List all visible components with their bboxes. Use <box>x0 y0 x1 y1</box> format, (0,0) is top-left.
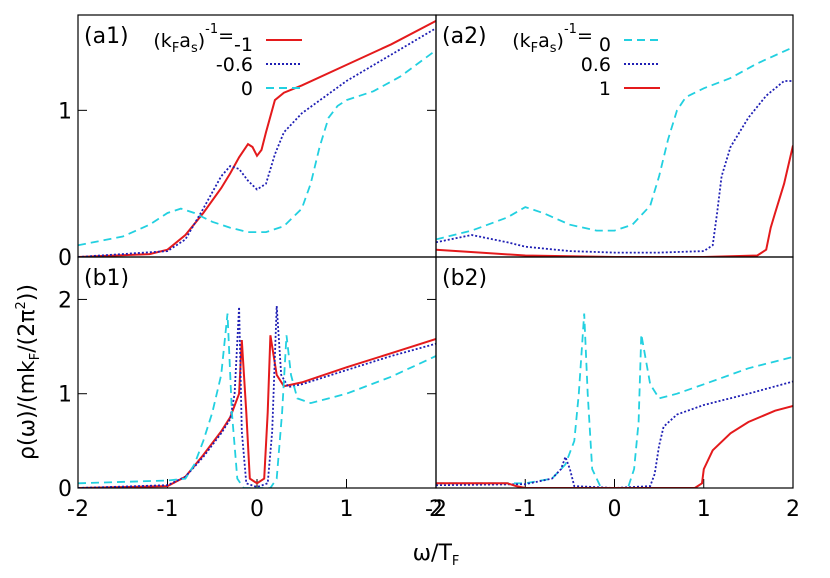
legend-label: (kFas)-1=-1 <box>153 22 253 56</box>
y-tick-label: 2 <box>58 288 72 313</box>
data-line <box>436 313 793 488</box>
data-line <box>78 49 436 247</box>
panel-label: (a2) <box>442 24 487 49</box>
legend-title-part: -1 <box>205 22 218 37</box>
legend-title-part: a <box>179 30 191 52</box>
legend-title-part: -1 <box>564 22 577 37</box>
legend-label: 1 <box>599 78 611 100</box>
panel-frame <box>77 14 437 258</box>
legend-label: (kFas)-1= 0 <box>512 22 611 56</box>
x-label-part: ω/T <box>413 541 453 566</box>
panel-frame <box>435 256 794 489</box>
data-line <box>78 305 436 488</box>
x-axis-label: ω/TF <box>413 541 460 569</box>
panel-label: (a1) <box>84 24 129 49</box>
data-line <box>436 145 793 257</box>
legend-name: 1 <box>599 78 611 100</box>
panel-label: (b2) <box>442 266 487 291</box>
y-label-part: F <box>28 353 43 360</box>
legend-title-part: (k <box>512 30 530 52</box>
data-line <box>78 335 436 488</box>
legend-title-part: a <box>538 30 550 52</box>
y-label-part: )) <box>15 284 40 301</box>
y-tick-label: 0 <box>58 246 72 271</box>
data-line <box>436 380 793 488</box>
legend-name: 0 <box>599 34 611 56</box>
panel-label: (b1) <box>84 266 129 291</box>
legend-name: 0.6 <box>581 54 611 76</box>
x-tick-label: -1 <box>157 497 179 522</box>
legend-label: 0 <box>241 78 253 100</box>
panel-frame <box>77 256 437 489</box>
x-tick-label: 0 <box>608 497 622 522</box>
y-tick-label: 0 <box>58 477 72 502</box>
legend-name: -1 <box>234 34 253 56</box>
x-tick-label: 1 <box>340 497 354 522</box>
data-line <box>78 27 436 257</box>
x-tick-label: 2 <box>429 497 443 522</box>
legend-title-part: s <box>550 41 557 56</box>
x-label-part: F <box>452 554 459 569</box>
legend-label: 0.6 <box>581 54 611 76</box>
y-label-part: 2 <box>14 301 29 309</box>
legend-label: -0.6 <box>216 54 253 76</box>
legend-title-part: ) <box>198 30 205 52</box>
x-tick-label: 0 <box>250 497 264 522</box>
data-line <box>436 405 793 488</box>
legend-title-part: = <box>218 25 234 47</box>
legend-title-part: s <box>191 41 198 56</box>
x-tick-label: -2 <box>67 497 89 522</box>
y-label-part: ρ(ω)/(mk <box>15 360 40 460</box>
legend-name: -0.6 <box>216 54 253 76</box>
panel-frame <box>435 14 794 258</box>
x-tick-label: -1 <box>514 497 536 522</box>
data-line <box>436 80 793 254</box>
data-line <box>78 20 436 257</box>
legend-name: 0 <box>241 78 253 100</box>
data-line <box>436 46 793 241</box>
y-axis-label: ρ(ω)/(mkF/(2π2)) <box>14 284 43 460</box>
legend-title-part: ) <box>557 30 564 52</box>
x-tick-label: 1 <box>697 497 711 522</box>
legend-title-part: = <box>577 25 599 47</box>
y-label-part: /(2π <box>15 309 40 352</box>
legend-title-part: F <box>531 41 538 56</box>
y-tick-label: 1 <box>58 99 72 124</box>
y-tick-label: 1 <box>58 383 72 408</box>
x-tick-label: -2 <box>425 497 447 522</box>
legend-title-part: F <box>172 41 179 56</box>
legend-title-part: (k <box>153 30 171 52</box>
data-line <box>78 313 436 488</box>
x-tick-label: 2 <box>786 497 800 522</box>
